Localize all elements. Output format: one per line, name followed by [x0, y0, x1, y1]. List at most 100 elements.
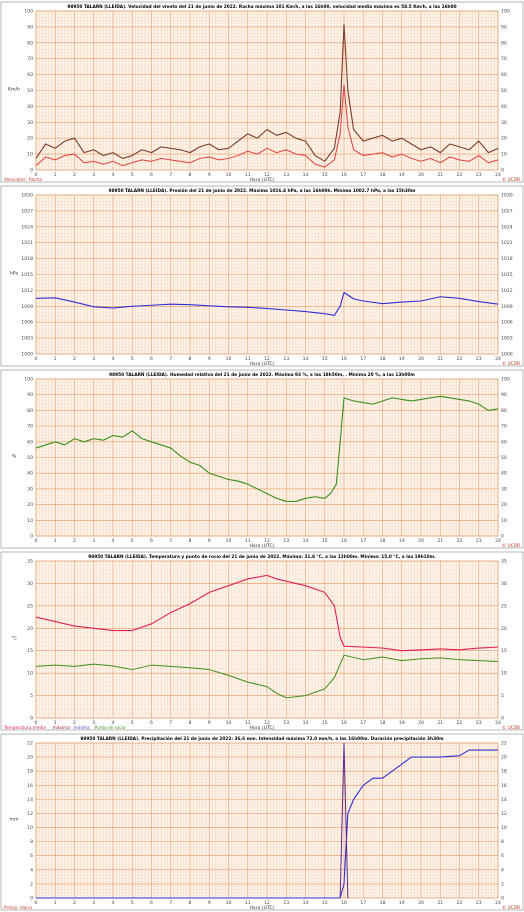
- y-tick-label: 18: [27, 769, 33, 775]
- x-tick-label: 20: [418, 720, 424, 726]
- x-axis-label: Hora (UTC): [249, 361, 274, 367]
- x-tick-label: 16: [341, 172, 347, 178]
- x-tick-label: 10: [226, 172, 232, 178]
- x-tick-label: 1: [54, 356, 57, 362]
- y-tick-label-right: 35: [501, 559, 507, 565]
- footer-left: Velocidad · Racha: [4, 177, 42, 183]
- y-tick-label-right: 12: [501, 811, 507, 817]
- y-tick-label-right: 1030: [501, 193, 513, 199]
- x-tick-label: 10: [226, 720, 232, 726]
- x-tick-label: 22: [457, 356, 463, 362]
- chart-title: 98950 TALARN (LLEIDA). Velocidad del vie…: [67, 3, 456, 10]
- x-tick-label: 19: [399, 900, 405, 906]
- x-tick-label: 15: [322, 356, 328, 362]
- y-tick-label: 0: [30, 168, 33, 174]
- x-tick-label: 14: [303, 172, 309, 178]
- y-tick-label: 1015: [21, 272, 33, 278]
- y-tick-label-right: 20: [501, 136, 507, 142]
- chart-panel-3: 98950 TALARN (LLEIDA). Humedad relativa …: [0, 369, 524, 549]
- y-tick-label-right: 15: [501, 648, 507, 654]
- y-tick-label: 30: [27, 581, 33, 587]
- x-axis-label: Hora (UTC): [249, 177, 274, 183]
- y-tick-label-right: 2: [501, 881, 504, 887]
- y-tick-label: 20: [27, 136, 33, 142]
- y-tick-label: 1021: [21, 240, 33, 246]
- x-tick-label: 7: [169, 172, 172, 178]
- y-tick-label-right: 1021: [501, 240, 513, 246]
- x-tick-label: 8: [189, 538, 192, 544]
- legend-entry: Temperatura media: [3, 725, 46, 731]
- y-tick-label-right: 8: [501, 839, 504, 845]
- x-tick-label: 3: [92, 720, 95, 726]
- x-tick-label: 7: [169, 356, 172, 362]
- series-line-temperatura-media: [35, 574, 499, 652]
- x-tick-label: 2: [73, 538, 76, 544]
- y-tick-label-right: 90: [501, 392, 507, 398]
- x-tick-label: 13: [283, 720, 289, 726]
- series-line-punto-de-roc-o: [35, 654, 499, 699]
- x-tick-label: 14: [303, 900, 309, 906]
- x-tick-label: 18: [380, 356, 386, 362]
- x-tick-label: 17: [360, 172, 366, 178]
- x-tick-label: 13: [283, 172, 289, 178]
- x-tick-label: 18: [380, 538, 386, 544]
- y-tick-label: 4: [30, 867, 33, 873]
- x-tick-label: 3: [92, 172, 95, 178]
- y-tick-label-right: 0: [501, 716, 504, 722]
- x-tick-label: 16: [341, 356, 347, 362]
- x-tick-label: 6: [150, 356, 153, 362]
- chart-title: 98950 TALARN (LLEIDA). Presión del 21 de…: [109, 187, 416, 194]
- y-tick-label: 90: [27, 392, 33, 398]
- x-tick-label: 13: [283, 900, 289, 906]
- x-tick-label: 20: [418, 356, 424, 362]
- y-tick-label: 10: [27, 825, 33, 831]
- legend-entry: mínima: [74, 724, 90, 731]
- y-tick-label: 70: [27, 56, 33, 62]
- y-tick-label: 0: [30, 896, 33, 902]
- chart-panel-2: 98950 TALARN (LLEIDA). Presión del 21 de…: [0, 185, 524, 367]
- y-axis-label: °C: [11, 636, 17, 642]
- x-tick-label: 3: [92, 538, 95, 544]
- x-tick-label: 0: [35, 900, 38, 906]
- y-tick-label: 0: [30, 716, 33, 722]
- y-tick-label: 90: [27, 24, 33, 30]
- x-tick-label: 21: [437, 900, 443, 906]
- y-tick-label-right: 20: [501, 755, 507, 761]
- x-tick-label: 8: [189, 172, 192, 178]
- y-tick-label-right: 1018: [501, 256, 513, 262]
- y-tick-label: 15: [27, 648, 33, 654]
- x-tick-label: 5: [131, 172, 134, 178]
- y-tick-label-right: 10: [501, 152, 507, 158]
- chart-title: 98950 TALARN (LLEIDA). Precipitación del…: [80, 735, 444, 742]
- y-tick-label: 12: [27, 811, 33, 817]
- x-tick-label: 5: [131, 720, 134, 726]
- chart-panel-4: 98950 TALARN (LLEIDA). Temperatura y pun…: [0, 551, 524, 731]
- x-tick-label: 24: [495, 172, 501, 178]
- y-tick-label: 60: [27, 439, 33, 445]
- x-tick-label: 22: [457, 172, 463, 178]
- x-tick-label: 5: [131, 538, 134, 544]
- x-tick-label: 8: [189, 356, 192, 362]
- x-tick-label: 16: [341, 538, 347, 544]
- y-tick-label: 30: [27, 120, 33, 126]
- series-line-presi-n: [35, 291, 499, 316]
- x-tick-label: 17: [360, 356, 366, 362]
- x-tick-label: 4: [112, 538, 115, 544]
- x-tick-label: 3: [92, 356, 95, 362]
- x-tick-label: 19: [399, 356, 405, 362]
- x-tick-label: 11: [245, 356, 251, 362]
- y-tick-label: 70: [27, 424, 33, 430]
- x-tick-label: 21: [437, 538, 443, 544]
- y-tick-label-right: 1000: [501, 352, 513, 358]
- y-tick-label-right: 1009: [501, 304, 513, 310]
- y-tick-label-right: 1015: [501, 272, 513, 278]
- x-tick-label: 23: [476, 172, 482, 178]
- x-axis-label: Hora (UTC): [249, 725, 274, 731]
- x-tick-label: 16: [341, 900, 347, 906]
- y-tick-label: 1018: [21, 256, 33, 262]
- x-tick-label: 21: [437, 172, 443, 178]
- x-tick-label: 17: [360, 900, 366, 906]
- y-tick-label: 16: [27, 783, 33, 789]
- x-tick-label: 16: [341, 720, 347, 726]
